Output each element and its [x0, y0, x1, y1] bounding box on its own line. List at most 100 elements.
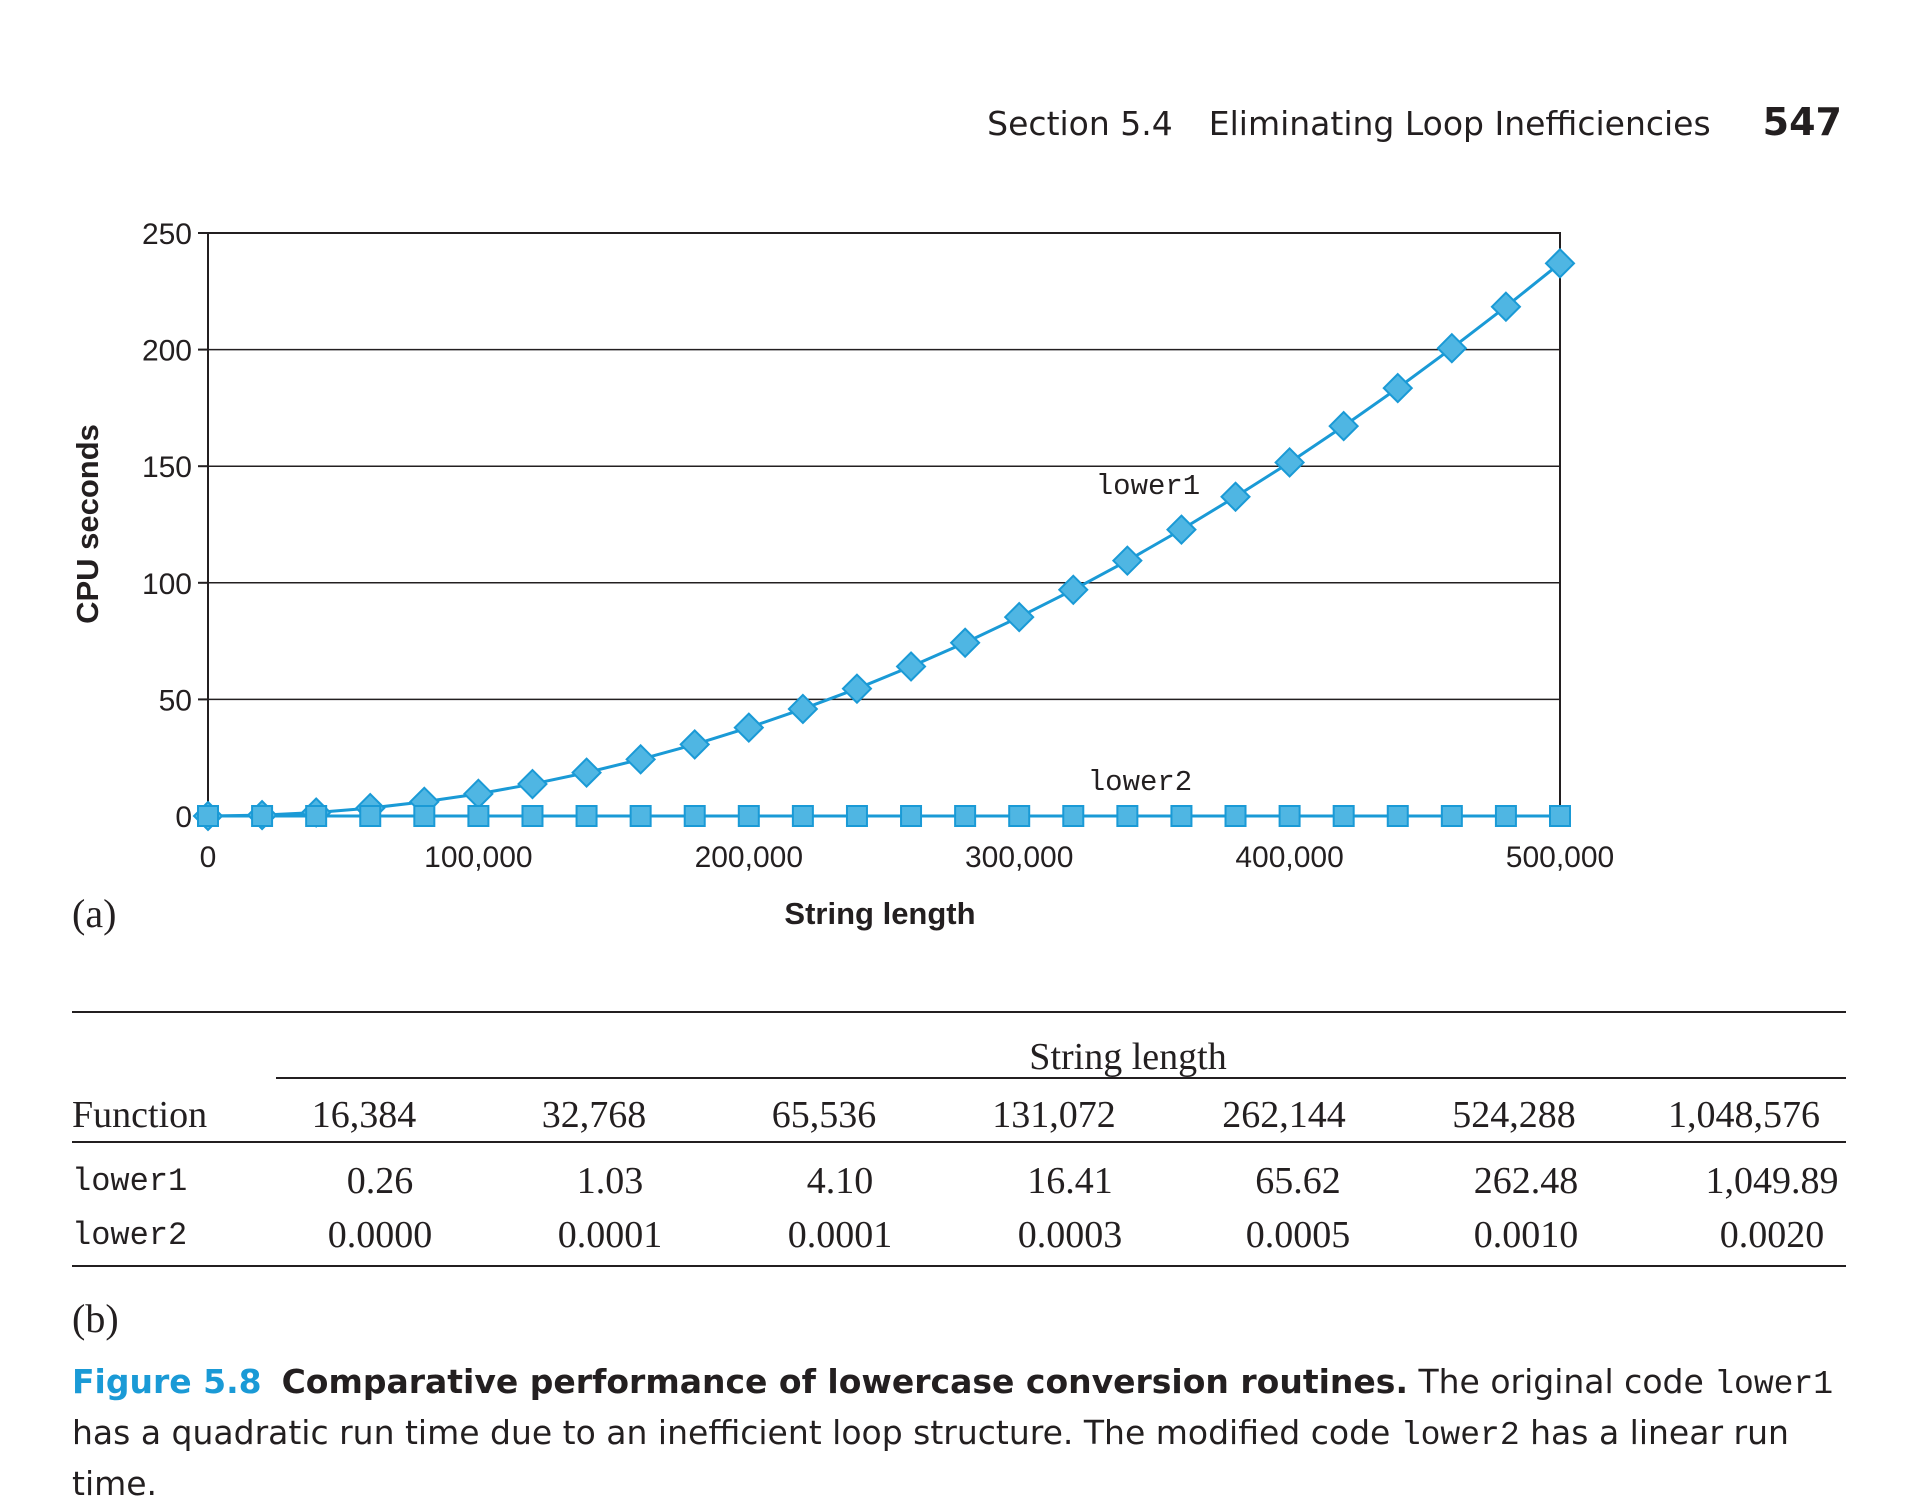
table-cell: 0.0020: [1719, 1214, 1825, 1256]
caption-code-lower1: lower1: [1714, 1366, 1834, 1403]
caption-text-1: The original code: [1407, 1362, 1715, 1401]
table-cell: 0.0003: [1017, 1214, 1123, 1256]
data-point-lower1: [1057, 574, 1089, 606]
y-tick-label: 250: [142, 218, 192, 251]
data-point-lower1: [841, 673, 873, 705]
table-group-rule: [276, 1077, 1846, 1079]
figure-title: Comparative performance of lowercase con…: [281, 1362, 1408, 1401]
data-point-lower2: [305, 805, 328, 827]
table-cell: 1,049.89: [1705, 1160, 1839, 1202]
data-point-lower2: [251, 805, 274, 827]
y-tick-label: 100: [142, 568, 192, 601]
data-point-lower1: [679, 728, 711, 760]
data-point-lower1: [1166, 514, 1197, 546]
data-point-lower2: [575, 805, 598, 827]
section-title: Eliminating Loop Inefficiencies: [1208, 104, 1711, 143]
cpu-time-chart: 0 50 100 150 200 250 0 100,000 200,000 300,000 400…: [70, 218, 1614, 931]
table-cell: 0.0000: [327, 1214, 433, 1256]
data-point-lower2: [845, 805, 868, 827]
table-column-header: 32,768: [541, 1094, 647, 1136]
data-point-lower1: [1382, 372, 1414, 404]
x-tick-label: 100,000: [424, 841, 532, 874]
data-point-lower2: [791, 805, 814, 827]
data-point-lower2: [629, 805, 652, 827]
series-label-lower2: lower2: [1088, 766, 1192, 799]
data-point-lower1: [1490, 291, 1522, 323]
table-column-header: 16,384: [311, 1094, 417, 1136]
data-point-lower2: [521, 805, 544, 827]
data-point-lower1: [1111, 545, 1143, 577]
figure-caption: Figure 5.8 Comparative performance of low…: [72, 1358, 1872, 1508]
data-point-lower1: [625, 743, 657, 775]
grid-lines: [208, 348, 1560, 701]
data-point-lower1: [462, 778, 494, 810]
panel-b-label: (b): [72, 1296, 119, 1341]
table-cell: 0.0001: [557, 1214, 663, 1256]
data-point-lower2: [1278, 805, 1301, 827]
caption-code-lower2: lower2: [1400, 1417, 1520, 1454]
data-point-lower2: [1440, 805, 1463, 827]
table-bottom-rule: [72, 1265, 1846, 1267]
table-cell: 4.10: [806, 1160, 874, 1202]
x-tick-label: 300,000: [965, 841, 1073, 874]
y-tick-label: 150: [142, 451, 192, 484]
panel-a-label: (a): [72, 891, 117, 936]
data-point-lower2: [1224, 805, 1247, 827]
table-column-header: 65,536: [771, 1094, 877, 1136]
series-label-lower1: lower1: [1096, 470, 1200, 503]
table-cell: 262.48: [1473, 1160, 1579, 1202]
series-markers: [192, 247, 1576, 832]
caption-text-3: has a linear run time.: [72, 1413, 1789, 1503]
data-point-lower2: [737, 805, 760, 827]
caption-text-2: has a quadratic run time due to an ineff…: [72, 1413, 1401, 1452]
data-point-lower1: [1544, 247, 1576, 279]
data-point-lower1: [1436, 332, 1468, 364]
y-tick-label: 50: [159, 684, 192, 717]
data-point-lower2: [413, 805, 436, 827]
data-point-lower2: [1386, 805, 1409, 827]
table-column-header: 1,048,576: [1668, 1094, 1820, 1136]
data-point-lower1: [733, 712, 765, 744]
data-point-lower1: [1328, 410, 1360, 442]
data-point-lower1: [1220, 481, 1251, 513]
x-tick-label: 400,000: [1235, 841, 1343, 874]
page-number: 547: [1762, 100, 1842, 144]
table-cell: 16.41: [1027, 1160, 1113, 1202]
data-point-lower1: [787, 693, 819, 725]
table-column-header: 262,144: [1222, 1094, 1346, 1136]
data-point-lower1: [571, 757, 602, 789]
series-line-lower1: [207, 262, 1561, 818]
data-point-lower2: [900, 805, 923, 827]
x-tick-label: 200,000: [695, 841, 803, 874]
series-lines: [207, 262, 1561, 818]
table-header-rule: [72, 1141, 1846, 1143]
data-point-lower2: [1494, 805, 1517, 827]
data-point-lower1: [949, 627, 981, 659]
x-tick-label: 500,000: [1506, 841, 1614, 874]
data-point-lower2: [1116, 805, 1139, 827]
table-cell: 1.03: [576, 1160, 644, 1202]
table-cell: 0.26: [346, 1160, 414, 1202]
y-tick-label: 0: [175, 801, 192, 834]
data-point-lower2: [1332, 805, 1355, 827]
table-column-header: 524,288: [1452, 1094, 1576, 1136]
table-row-function: lower2: [72, 1217, 188, 1254]
y-axis-label: CPU seconds: [70, 424, 105, 624]
x-axis-label: String length: [784, 896, 975, 931]
table-cell: 0.0001: [787, 1214, 893, 1256]
running-header: Section 5.4 Eliminating Loop Inefficienc…: [987, 100, 1842, 144]
data-point-lower1: [1274, 447, 1306, 478]
data-point-lower2: [1170, 805, 1193, 827]
data-point-lower2: [1008, 805, 1031, 827]
table-function-header: Function: [72, 1094, 208, 1136]
table-cell: 65.62: [1255, 1160, 1341, 1202]
data-point-lower1: [517, 768, 548, 800]
table-cell: 0.0005: [1245, 1214, 1351, 1256]
x-tick-label: 0: [200, 841, 217, 874]
y-tick-label: 200: [142, 335, 192, 368]
data-point-lower2: [1062, 805, 1085, 827]
data-point-lower2: [467, 805, 490, 827]
data-point-lower1: [1003, 601, 1035, 633]
table-group-header: String length: [1029, 1036, 1227, 1078]
data-point-lower2: [683, 805, 706, 827]
